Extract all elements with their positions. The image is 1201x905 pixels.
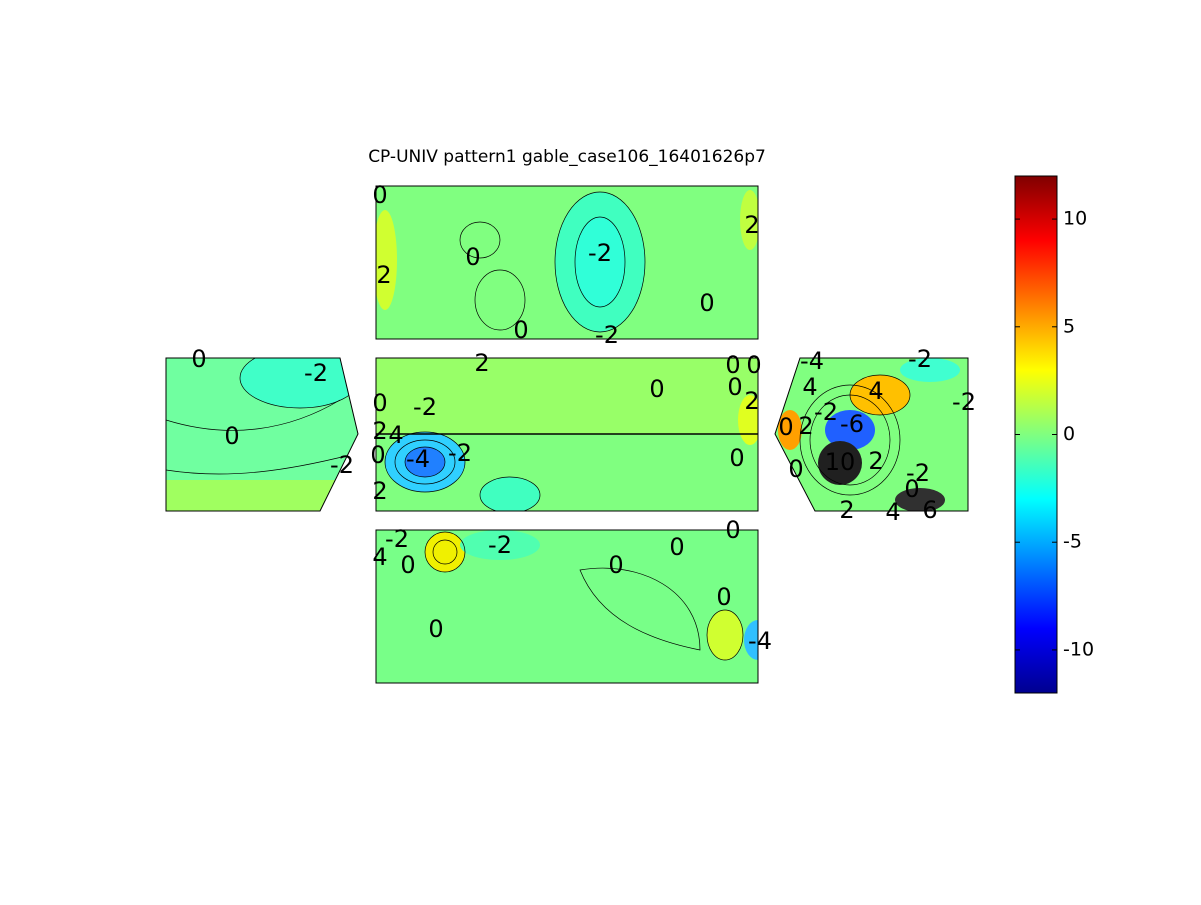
contour-label: 0 xyxy=(778,413,793,441)
panel-bottom xyxy=(376,530,758,683)
contour-label: -2 xyxy=(814,398,838,426)
contour-label: 4 xyxy=(868,377,883,405)
contour-label: 0 xyxy=(725,516,740,544)
contour-label: 0 xyxy=(224,422,239,450)
contour-label: 0 xyxy=(428,615,443,643)
contour-label: 0 xyxy=(699,289,714,317)
contour-label: 2 xyxy=(839,496,854,524)
y-tick-label: -10 xyxy=(1063,638,1094,660)
panel-frame xyxy=(774,357,969,512)
contour-label: 4 xyxy=(885,498,900,526)
contour-label: -2 xyxy=(908,345,932,373)
panel-right xyxy=(775,358,968,511)
panel-middle xyxy=(376,358,758,511)
contour-label: 2 xyxy=(744,387,759,415)
contour-label: 2 xyxy=(868,447,883,475)
contour-label: 0 xyxy=(372,181,387,209)
contour-label: -2 xyxy=(952,388,976,416)
contour-label: -2 xyxy=(448,439,472,467)
contour-label: 0 xyxy=(649,375,664,403)
contour-label: -6 xyxy=(840,410,864,438)
contour-label: 2 xyxy=(372,417,387,445)
contour-label: 0 xyxy=(788,455,803,483)
contour-label: -4 xyxy=(748,627,772,655)
contour-label: -2 xyxy=(595,321,619,349)
y-tick-label: -5 xyxy=(1063,531,1082,553)
contour-label: -2 xyxy=(588,239,612,267)
contour-label: 10 xyxy=(825,448,856,476)
contour-label: 0 xyxy=(729,444,744,472)
contour-label: 0 xyxy=(746,351,761,379)
contour-label: 4 xyxy=(802,373,817,401)
contour-label: -2 xyxy=(906,459,930,487)
contour-label: 2 xyxy=(798,412,813,440)
contour-label: 0 xyxy=(370,441,385,469)
panel-frame xyxy=(375,357,759,512)
contour-label: -4 xyxy=(800,347,824,375)
y-tick-label: 0 xyxy=(1063,423,1075,445)
contour-label: 0 xyxy=(400,551,415,579)
contour-label: 0 xyxy=(716,583,731,611)
contour-label: -2 xyxy=(385,525,409,553)
contour-label: 0 xyxy=(727,373,742,401)
contour-label: -2 xyxy=(413,393,437,421)
contour-label: 0 xyxy=(372,389,387,417)
contour-label: -4 xyxy=(406,445,430,473)
chart-title: CP-UNIV pattern1 gable_case106_16401626p… xyxy=(368,147,766,167)
panel-top xyxy=(376,186,758,339)
panel-frame xyxy=(375,529,759,684)
y-tick-label: 10 xyxy=(1063,208,1087,230)
contour-label: 4 xyxy=(372,543,387,571)
contour-label: 4 xyxy=(388,421,403,449)
contour-label: 0 xyxy=(904,475,919,503)
contour-label: 0 xyxy=(191,345,206,373)
panel-frame xyxy=(375,185,759,340)
contour-label: -2 xyxy=(488,531,512,559)
panel-frame xyxy=(165,357,359,512)
contour-label: 0 xyxy=(513,316,528,344)
contour-label: 0 xyxy=(608,551,623,579)
contour-label: 2 xyxy=(474,349,489,377)
contour-label: 2 xyxy=(744,211,759,239)
contour-label: 0 xyxy=(725,351,740,379)
contour-label: -2 xyxy=(304,359,328,387)
contour-label: 0 xyxy=(669,533,684,561)
contour-label: 2 xyxy=(372,477,387,505)
contour-label: 6 xyxy=(922,496,937,524)
colorbar xyxy=(1014,175,1058,694)
y-tick-label: 5 xyxy=(1063,315,1075,337)
contour-label: 2 xyxy=(376,261,391,289)
contour-label: -2 xyxy=(330,451,354,479)
contour-label: 0 xyxy=(465,243,480,271)
panel-left xyxy=(166,358,358,511)
